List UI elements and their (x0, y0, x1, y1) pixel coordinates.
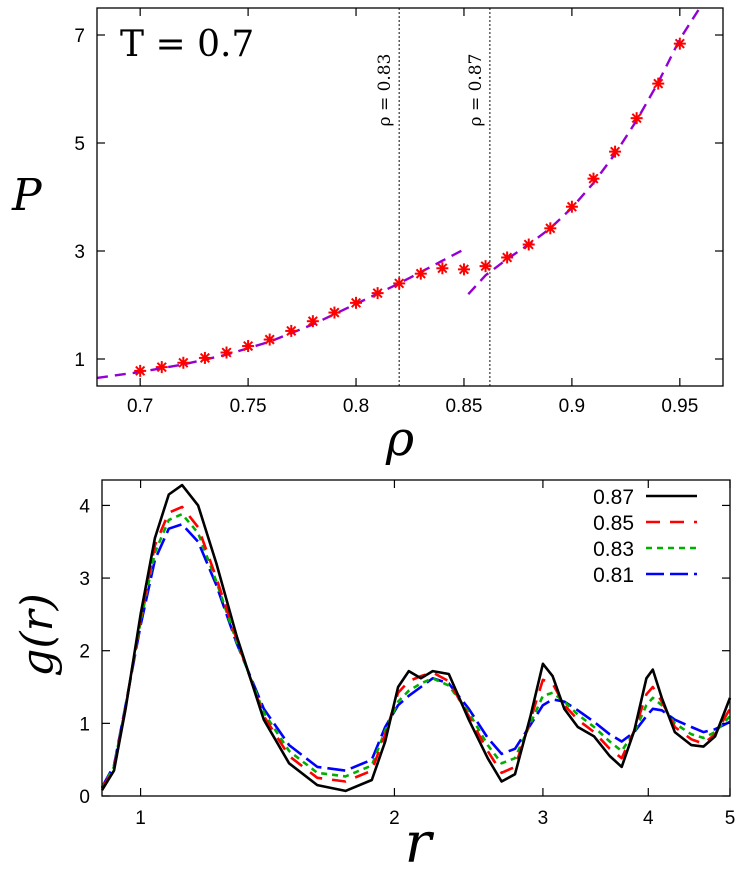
fit-line-fit-high (467, 4, 703, 296)
y-tick-label: 5 (74, 134, 85, 155)
data-point (242, 340, 255, 353)
legend-label: 0.83 (593, 538, 634, 561)
data-point (544, 222, 557, 235)
y-tick-label: 7 (74, 26, 85, 47)
data-point (522, 238, 535, 251)
x-tick-label: 2 (389, 808, 400, 829)
data-point (587, 172, 600, 185)
series-line-0.81 (100, 522, 731, 788)
data-point (306, 315, 319, 328)
legend-label: 0.87 (593, 486, 634, 509)
data-point (501, 251, 514, 264)
data-point (393, 277, 406, 290)
x-axis-label: ρ (385, 411, 414, 467)
data-point (198, 351, 211, 364)
plot-frame (101, 479, 731, 797)
y-axis-label: P (11, 170, 43, 221)
legend-label: 0.85 (593, 512, 634, 535)
data-point (371, 287, 384, 300)
x-tick-label: 4 (643, 808, 654, 829)
series-line-0.87 (100, 483, 732, 793)
density-marker-label: ρ = 0.87 (466, 54, 486, 127)
data-point (285, 324, 298, 337)
x-tick-label: 5 (725, 808, 736, 829)
x-tick-label: 0.95 (661, 396, 698, 417)
data-point (565, 200, 578, 213)
y-tick-label: 1 (79, 714, 90, 735)
series-line-0.85 (100, 505, 732, 790)
data-point (609, 145, 622, 158)
temperature-annotation: T = 0.7 (120, 24, 254, 65)
data-point (652, 77, 665, 90)
x-tick-label: 0.85 (445, 396, 482, 417)
plot-frame (96, 7, 724, 387)
data-point (263, 333, 276, 346)
data-point (414, 267, 427, 280)
legend: 0.87 0.85 0.83 0.81 (593, 486, 697, 587)
density-marker-label: ρ = 0.83 (375, 54, 395, 127)
y-axis-label: g(r) (12, 593, 63, 677)
x-tick-label: 0.9 (559, 396, 585, 417)
y-tick-label: 1 (74, 350, 85, 371)
x-tick-label: 1 (135, 808, 146, 829)
fit-line-fit-low (96, 248, 465, 380)
series-line-0.83 (100, 512, 731, 789)
legend-label: 0.81 (593, 564, 634, 587)
x-tick-label: 0.7 (127, 396, 153, 417)
data-point (328, 306, 341, 319)
data-point (134, 364, 147, 377)
radial-distribution-chart: 1 2 3 4 5 0 1 2 3 4 0.87 0.85 0.83 0.81 g(r) r (12, 479, 736, 871)
x-tick-label: 0.8 (343, 396, 369, 417)
data-point (177, 356, 190, 369)
y-tick-label: 3 (79, 569, 90, 590)
y-tick-label: 3 (74, 242, 85, 263)
pressure-density-chart: ρ = 0.83 ρ = 0.87 0.7 0.75 0.8 0.85 0.9 0.95 1 3… (11, 4, 724, 467)
data-point (479, 260, 492, 273)
data-point (155, 361, 168, 374)
data-point (220, 346, 233, 359)
x-tick-label: 0.75 (230, 396, 267, 417)
y-tick-label: 0 (79, 787, 90, 808)
data-point (457, 263, 470, 276)
x-axis-label: r (405, 811, 435, 871)
data-point (350, 296, 363, 309)
x-tick-label: 3 (538, 808, 549, 829)
y-tick-label: 4 (79, 496, 90, 517)
data-point (630, 112, 643, 125)
data-point (673, 37, 686, 50)
y-tick-label: 2 (79, 642, 90, 663)
data-point (436, 262, 449, 275)
